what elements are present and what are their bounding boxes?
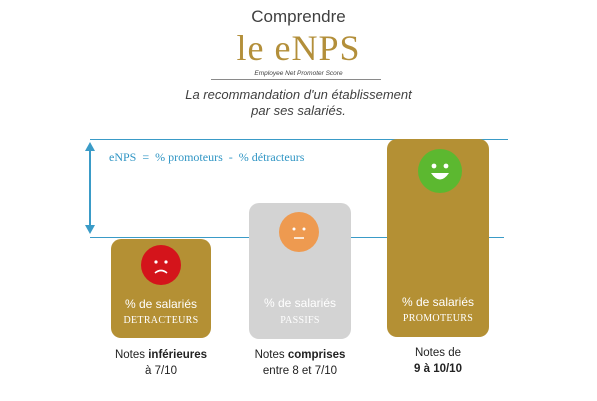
detractors-note: Notes inférieures à 7/10 — [101, 347, 221, 379]
page-subtitle: Employee Net Promoter Score — [254, 70, 343, 77]
detractors-label: % de salariés — [124, 297, 198, 311]
promoters-note: Notes de 9 à 10/10 — [378, 345, 498, 377]
detractors-note-emphasis: inférieures — [148, 349, 208, 361]
double-arrow-icon — [85, 142, 95, 234]
promoters-note-text: Notes de — [414, 347, 462, 359]
passives-note: Notes comprises entre 8 et 7/10 — [236, 347, 364, 379]
passives-note-range: entre 8 et 7/10 — [262, 365, 338, 377]
tagline-line-1: La recommandation d'un établissement — [185, 87, 412, 102]
passives-label: % de salariés — [263, 296, 337, 310]
promoters-label: % de salariés — [401, 295, 475, 309]
header-line-1: Comprendre — [251, 7, 346, 26]
title-divider — [211, 79, 381, 80]
enps-formula: eNPS = % promoteurs - % détracteurs — [109, 150, 305, 164]
promoters-note-range: 9 à 10/10 — [414, 363, 462, 375]
detractors-note-range: à 7/10 — [145, 365, 177, 377]
passives-category: PASSIFS — [280, 315, 320, 326]
passives-note-emphasis: comprises — [287, 349, 346, 361]
promoters-category: PROMOTEURS — [402, 313, 474, 324]
page-title: le eNPS — [236, 28, 361, 68]
detractors-note-text: Notes — [114, 349, 149, 361]
detractors-category: DETRACTEURS — [123, 315, 199, 326]
passives-note-text: Notes — [254, 349, 288, 361]
sad-face-icon — [141, 245, 181, 285]
neutral-face-icon — [279, 212, 319, 252]
happy-face-icon — [418, 149, 462, 193]
tagline: La recommandation d'un établissement par… — [0, 87, 597, 119]
tagline-line-2: par ses salariés. — [251, 103, 346, 118]
promoters-level-line — [90, 139, 508, 140]
